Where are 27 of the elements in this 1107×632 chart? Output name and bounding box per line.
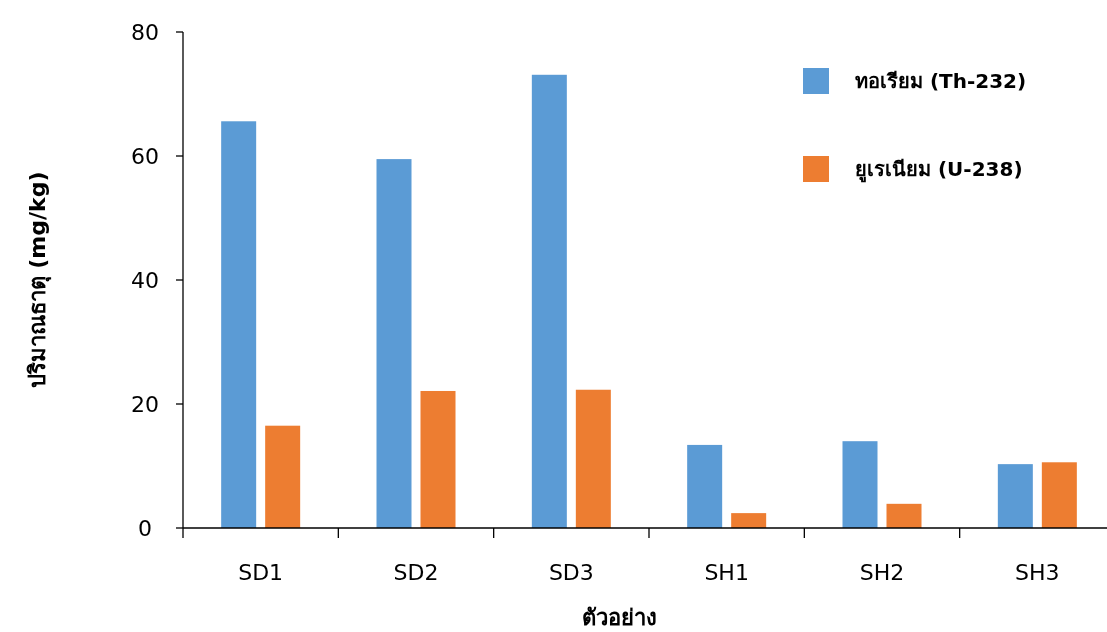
- y-tick-label: 0: [138, 515, 152, 541]
- x-tick-label: SH1: [704, 560, 749, 585]
- legend-label: ยูเรเนียม (U-238): [855, 157, 1023, 183]
- bar: [997, 464, 1033, 528]
- y-tick-label: 40: [131, 267, 159, 293]
- x-tick-label: SH2: [859, 560, 905, 585]
- x-tick-label: SD3: [548, 560, 594, 585]
- bar: [575, 389, 611, 528]
- y-tick-label: 60: [131, 143, 159, 169]
- x-tick-label: SH3: [1015, 560, 1060, 585]
- bar: [265, 425, 301, 528]
- bar: [731, 513, 767, 528]
- bar: [687, 444, 723, 528]
- y-tick-label: 20: [131, 391, 159, 417]
- bar: [886, 503, 922, 528]
- y-axis-title: ปริมาณธาตุ (mg/kg): [25, 171, 52, 389]
- bar: [1041, 462, 1077, 528]
- x-tick-label: SD1: [238, 560, 284, 585]
- bar: [531, 74, 567, 528]
- bar: [842, 441, 878, 528]
- bar: [420, 390, 456, 528]
- bar: [376, 159, 412, 528]
- x-axis-title: ตัวอย่าง: [581, 605, 657, 630]
- legend-label: ทอเรียม (Th-232): [855, 69, 1027, 93]
- y-tick-label: 80: [131, 19, 159, 45]
- x-tick-label: SD2: [393, 560, 439, 585]
- bar: [221, 121, 257, 528]
